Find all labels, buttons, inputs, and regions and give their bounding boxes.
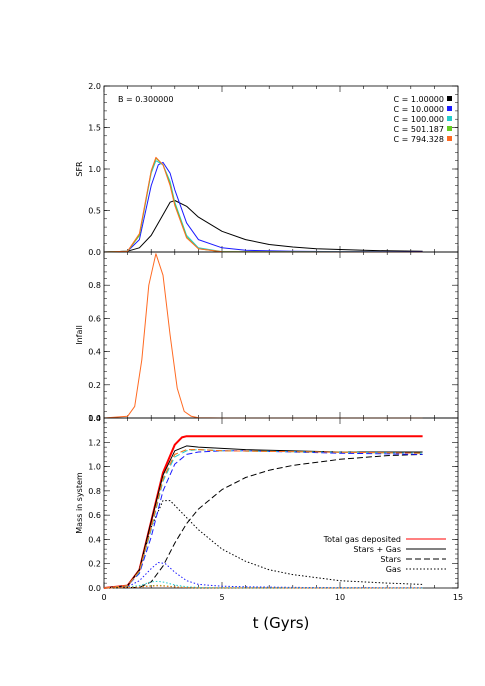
panel-middle-frame (103, 251, 459, 419)
y-tick-label: 0.4 (88, 535, 101, 544)
legend-label: C = 10.0000 (394, 105, 444, 114)
legend-swatch (447, 106, 452, 111)
panel-bottom-frame (103, 417, 459, 589)
legend-label: C = 794.328 (394, 135, 444, 144)
series-line-bottom-0 (103, 435, 423, 589)
series-line-bottom-1 (103, 445, 423, 589)
legend-swatch (447, 136, 452, 141)
legend-swatch (447, 96, 452, 101)
y-tick-label: 1.0 (88, 165, 101, 174)
legend-label: Total gas deposited (323, 535, 401, 544)
y-axis-label: Mass in system (75, 472, 84, 534)
legend-label: C = 100.000 (394, 115, 444, 124)
series-line-bottom-11 (103, 585, 423, 589)
y-tick-label: 0.8 (88, 487, 101, 496)
legend-label: C = 501.187 (394, 125, 444, 134)
legend-swatch (447, 116, 452, 121)
x-axis-label: t (Gyrs) (253, 614, 310, 632)
y-tick-label: 0.8 (88, 281, 101, 290)
y-tick-label: 0.0 (88, 414, 101, 423)
series-line-bottom-10 (103, 449, 423, 589)
legend-label: Gas (386, 565, 401, 574)
series-line-bottom-3 (103, 500, 423, 589)
y-tick-label: 0.2 (88, 560, 101, 569)
series-line-bottom-5 (103, 562, 423, 589)
series-line-top-4 (103, 156, 423, 253)
series-line-middle-0 (103, 253, 423, 419)
x-tick-label: 10 (335, 593, 345, 602)
y-tick-label: 0.0 (88, 584, 101, 593)
series-line-top-0 (103, 200, 423, 253)
y-axis-label: SFR (75, 161, 84, 177)
legend-label: Stars (380, 555, 401, 564)
series-line-top-2 (103, 160, 423, 253)
y-tick-label: 1.4 (88, 414, 101, 423)
x-tick-label: 5 (219, 593, 224, 602)
y-tick-label: 2.0 (88, 82, 101, 91)
series-line-bottom-4 (103, 450, 423, 589)
y-tick-label: 1.0 (88, 463, 101, 472)
y-tick-label: 1.5 (88, 124, 101, 133)
x-tick-label: 15 (453, 593, 463, 602)
y-tick-label: 1.2 (88, 438, 101, 447)
series-line-top-1 (103, 161, 423, 253)
legend-label: C = 1.00000 (394, 95, 444, 104)
y-tick-label: 0.5 (88, 207, 101, 216)
y-tick-label: 0.2 (88, 381, 101, 390)
annotation-text: B = 0.300000 (118, 95, 173, 104)
y-tick-label: 0.0 (88, 248, 101, 257)
x-tick-label: 0 (101, 593, 106, 602)
legend-swatch (447, 126, 452, 131)
y-axis-label: Infall (75, 325, 84, 345)
series-line-bottom-2 (103, 453, 423, 589)
legend-label: Stars + Gas (353, 545, 401, 554)
y-tick-label: 0.6 (88, 314, 101, 323)
y-tick-label: 0.6 (88, 511, 101, 520)
y-tick-label: 0.4 (88, 348, 101, 357)
series-line-bottom-7 (103, 580, 423, 589)
